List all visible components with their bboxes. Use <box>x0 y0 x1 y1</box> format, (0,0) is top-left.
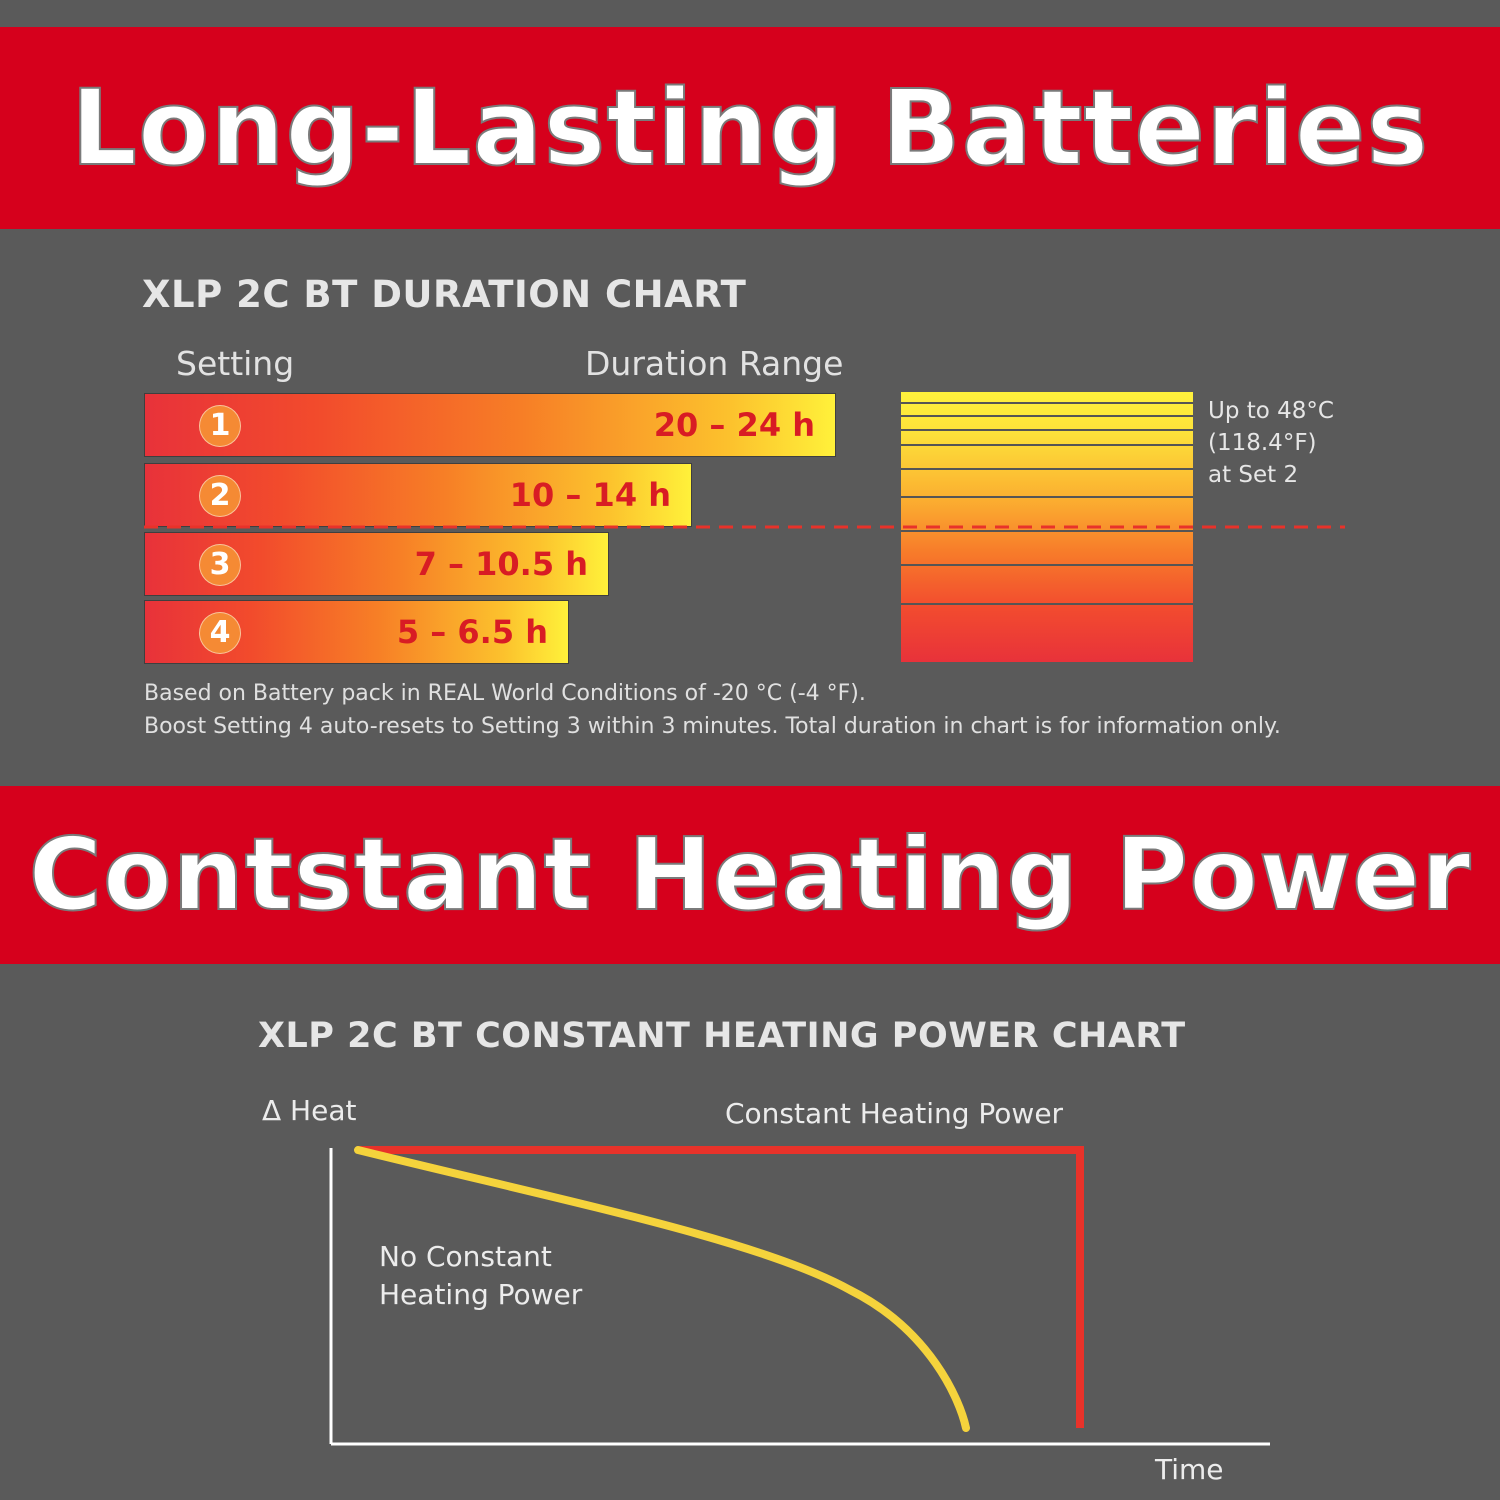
power-chart-title: XLP 2C BT CONSTANT HEATING POWER CHART <box>258 1016 1186 1056</box>
duration-chart-title: XLP 2C BT DURATION CHART <box>142 273 747 316</box>
constant-power-line <box>358 1146 1084 1428</box>
duration-value-4: 5 – 6.5 h <box>396 613 548 651</box>
duration-bar-4: 4 5 – 6.5 h <box>144 600 569 664</box>
no-constant-power-label-2: Heating Power <box>379 1278 583 1311</box>
duration-footnote-2: Boost Setting 4 auto-resets to Setting 3… <box>144 714 1281 739</box>
temperature-note-line-2: (118.4°F) <box>1208 430 1317 456</box>
setting-badge-3: 3 <box>199 544 241 586</box>
duration-bar-1: 1 20 – 24 h <box>144 393 836 457</box>
duration-value-3: 7 – 10.5 h <box>414 545 588 583</box>
heat-stripe <box>901 530 1193 532</box>
duration-bar-3: 3 7 – 10.5 h <box>144 532 609 596</box>
duration-footnote-1: Based on Battery pack in REAL World Cond… <box>144 681 866 706</box>
set-2-dashed-line <box>144 525 1345 529</box>
middle-banner: Contstant Heating Power <box>0 786 1500 964</box>
constant-power-label: Constant Heating Power <box>725 1097 1064 1130</box>
x-axis-label: Time <box>1155 1453 1224 1486</box>
setting-column-header: Setting <box>176 344 295 383</box>
duration-value-1: 20 – 24 h <box>653 406 815 444</box>
heat-stripe <box>901 402 1193 404</box>
heat-stripe <box>901 415 1193 417</box>
setting-badge-1: 1 <box>199 405 241 447</box>
heat-stripe <box>901 603 1193 605</box>
heat-stripe <box>901 444 1193 446</box>
duration-value-2: 10 – 14 h <box>509 476 671 514</box>
heat-stripe <box>901 468 1193 470</box>
setting-badge-2: 2 <box>199 475 241 517</box>
temperature-note-line-1: Up to 48°C <box>1208 398 1334 424</box>
y-axis-label: Δ Heat <box>262 1094 357 1127</box>
decaying-power-curve <box>354 1146 970 1432</box>
temperature-note-line-3: at Set 2 <box>1208 462 1299 488</box>
heat-stripe <box>901 429 1193 431</box>
setting-badge-4: 4 <box>199 612 241 654</box>
heat-stripe <box>901 564 1193 566</box>
top-banner: Long-Lasting Batteries <box>0 27 1500 229</box>
duration-range-column-header: Duration Range <box>585 344 844 383</box>
duration-bar-2: 2 10 – 14 h <box>144 463 692 527</box>
heat-stripe <box>901 496 1193 498</box>
no-constant-power-label-1: No Constant <box>379 1240 552 1273</box>
